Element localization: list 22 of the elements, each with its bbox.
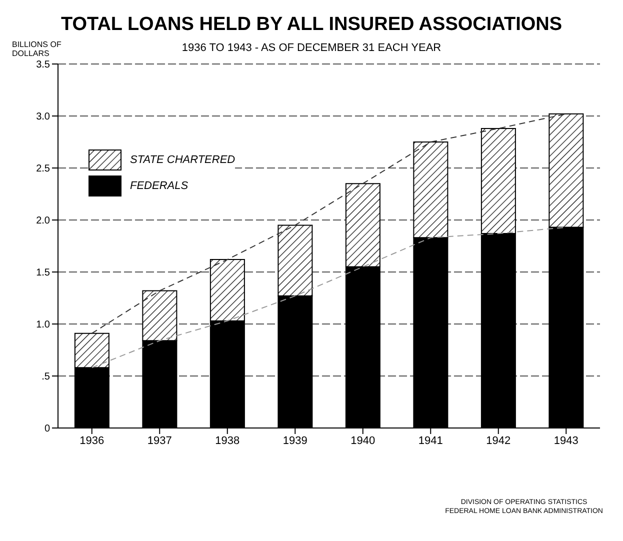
- y-tick-label: 3.5: [36, 60, 50, 71]
- x-tick-label: 1941: [418, 434, 443, 447]
- y-tick-label: .5: [42, 372, 50, 383]
- y-tick-label: 0: [44, 424, 50, 435]
- y-tick-label: 3.0: [36, 112, 50, 123]
- y-tick-label: 2.5: [36, 164, 50, 175]
- x-tick-label: 1943: [554, 434, 578, 447]
- chart-title: TOTAL LOANS HELD BY ALL INSURED ASSOCIATIONS: [60, 13, 564, 36]
- line-series: [91, 113, 567, 334]
- y-tick-label: 2.0: [36, 216, 50, 227]
- x-tick-label: 1936: [80, 434, 104, 447]
- x-tick-label: 1938: [215, 434, 240, 447]
- x-tick-label: 1937: [147, 434, 172, 447]
- x-tick-label: 1939: [282, 434, 308, 447]
- legend-label: FEDERALS: [130, 180, 188, 192]
- x-tick-label: 1942: [486, 434, 511, 447]
- chart-subtitle: 1936 TO 1943 - AS OF DECEMBER 31 EACH YEAR: [182, 42, 442, 54]
- y-axis-title: BILLIONS OF DOLLARS: [12, 40, 62, 58]
- x-tick-label: 1940: [350, 434, 376, 447]
- legend-label: STATE CHARTERED: [130, 154, 236, 166]
- y-tick-label: 1.5: [36, 268, 50, 279]
- y-tick-label: 1.0: [36, 320, 50, 331]
